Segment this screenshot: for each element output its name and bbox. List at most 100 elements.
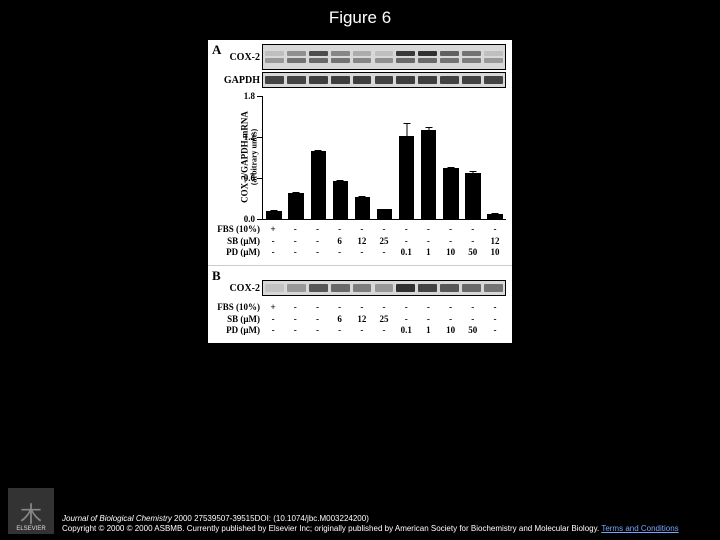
treatment-cell: 12 [484, 236, 506, 248]
treatment-cell: - [351, 224, 373, 236]
gel-label: GAPDH [212, 75, 260, 86]
treatment-cell: + [262, 224, 284, 236]
treatment-label: FBS (10%) [210, 224, 260, 236]
logo-text: ELSEVIER [16, 526, 45, 532]
treatment-cell: - [351, 247, 373, 259]
gel-label: COX-2 [212, 283, 260, 294]
treatment-cell: 50 [462, 247, 484, 259]
treatment-cell: - [417, 224, 439, 236]
plot-area: 0.00.61.21.8 [262, 96, 506, 220]
treatment-cell: 12 [351, 314, 373, 326]
treatment-cell: - [284, 314, 306, 326]
treatment-cell: 10 [484, 247, 506, 259]
panel-a-treatments: FBS (10%)+----------SB (μM)---61225----1… [208, 222, 512, 265]
treatment-cell: - [284, 247, 306, 259]
treatment-cell: 1 [417, 247, 439, 259]
citation-text: Journal of Biological Chemistry 2000 275… [62, 514, 679, 534]
treatment-cell: - [440, 236, 462, 248]
treatment-cell: 50 [462, 325, 484, 337]
treatment-cell: 25 [373, 236, 395, 248]
bar [421, 130, 436, 219]
bar [333, 181, 348, 219]
treatment-label: FBS (10%) [210, 302, 260, 314]
treatment-cell: 0.1 [395, 247, 417, 259]
treatment-label: SB (μM) [210, 236, 260, 248]
gel-strip [262, 280, 506, 296]
terms-link[interactable]: Terms and Conditions [601, 524, 678, 533]
panel-b: B COX-2 FBS (10%)+----------SB (μM)---61… [208, 265, 512, 343]
treatment-cell: 10 [440, 325, 462, 337]
treatment-cell: - [373, 302, 395, 314]
treatment-cell: - [462, 224, 484, 236]
treatment-cell: - [484, 224, 506, 236]
treatment-cell: 10 [440, 247, 462, 259]
citation-details: 2000 27539507-39515DOI: (10.1074/jbc.M00… [172, 514, 369, 523]
gel-strip [262, 72, 506, 88]
treatment-cell: 1 [417, 325, 439, 337]
treatment-cell: - [306, 224, 328, 236]
treatment-cell: - [262, 236, 284, 248]
treatment-cell: - [417, 302, 439, 314]
treatment-cell: - [417, 314, 439, 326]
treatment-cell: 25 [373, 314, 395, 326]
treatment-cell: - [462, 302, 484, 314]
figure-title: Figure 6 [0, 0, 720, 40]
treatment-cell: - [373, 224, 395, 236]
treatment-cell: - [462, 314, 484, 326]
bar [266, 211, 281, 219]
treatment-label: PD (μM) [210, 325, 260, 337]
gel-label: COX-2 [212, 52, 260, 63]
treatment-cell: - [462, 236, 484, 248]
footer: ⽊ ELSEVIER Journal of Biological Chemist… [8, 488, 712, 534]
treatment-cell: - [351, 302, 373, 314]
treatment-cell: 6 [329, 236, 351, 248]
treatment-cell: - [306, 247, 328, 259]
treatment-cell: - [284, 224, 306, 236]
treatment-cell: - [284, 325, 306, 337]
treatment-cell: - [440, 302, 462, 314]
treatment-cell: - [262, 314, 284, 326]
copyright-text: Copyright © 2000 © 2000 ASBMB. Currently… [62, 524, 601, 533]
treatment-cell: - [484, 302, 506, 314]
treatment-cell: - [373, 247, 395, 259]
treatment-cell: + [262, 302, 284, 314]
treatment-cell: - [440, 314, 462, 326]
ytick-label: 1.8 [235, 91, 255, 101]
panel-a: A COX-2GAPDH COX-2/GAPDH mRNA (arbitrary… [208, 40, 512, 265]
bar [311, 151, 326, 219]
bar [288, 193, 303, 219]
treatment-cell: 6 [329, 314, 351, 326]
ytick-label: 0.6 [235, 173, 255, 183]
treatment-cell: - [351, 325, 373, 337]
treatment-cell: - [329, 325, 351, 337]
treatment-cell: - [329, 224, 351, 236]
treatment-cell: - [306, 314, 328, 326]
treatment-cell: - [373, 325, 395, 337]
ytick-label: 1.2 [235, 132, 255, 142]
treatment-cell: 0.1 [395, 325, 417, 337]
treatment-cell: - [262, 247, 284, 259]
panel-b-treatments: FBS (10%)+----------SB (μM)---61225-----… [208, 300, 512, 343]
elsevier-logo: ⽊ ELSEVIER [8, 488, 54, 534]
treatment-cell: - [284, 236, 306, 248]
treatment-cell: - [484, 314, 506, 326]
treatment-cell: - [262, 325, 284, 337]
figure-container: A COX-2GAPDH COX-2/GAPDH mRNA (arbitrary… [208, 40, 512, 343]
treatment-cell: - [329, 302, 351, 314]
treatment-cell: - [284, 302, 306, 314]
tree-icon: ⽊ [20, 504, 42, 526]
bar [465, 173, 480, 219]
panel-b-gel: COX-2 [208, 266, 512, 300]
treatment-cell: - [306, 325, 328, 337]
treatment-cell: - [395, 236, 417, 248]
treatment-label: PD (μM) [210, 247, 260, 259]
treatment-cell: - [395, 302, 417, 314]
y-axis-label: COX-2/GAPDH mRNA (arbitrary units) [241, 111, 260, 203]
panel-a-gels: COX-2 GAPDH [208, 40, 512, 92]
bar [487, 214, 502, 219]
treatment-cell: - [395, 314, 417, 326]
treatment-cell: - [484, 325, 506, 337]
treatment-cell: - [329, 247, 351, 259]
treatment-cell: - [395, 224, 417, 236]
treatment-cell: 12 [351, 236, 373, 248]
